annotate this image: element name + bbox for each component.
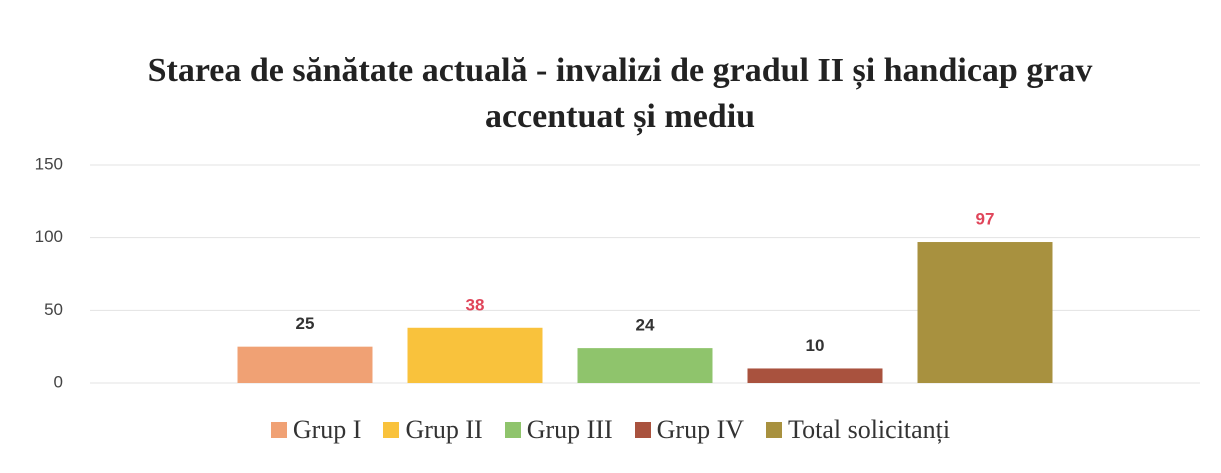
- bar: [917, 242, 1053, 383]
- legend-label: Total solicitanți: [788, 415, 951, 444]
- data-label: 97: [976, 210, 995, 229]
- legend-label: Grup II: [405, 415, 483, 444]
- bar: [747, 368, 883, 383]
- legend-swatch: [383, 422, 400, 438]
- legend-label: Grup I: [292, 415, 362, 444]
- legend-swatch: [766, 422, 783, 438]
- legend-item: Total solicitanți: [766, 415, 950, 445]
- data-label: 25: [296, 314, 315, 333]
- data-label: 24: [636, 316, 655, 335]
- y-tick-label: 100: [35, 227, 63, 246]
- bar: [407, 327, 543, 383]
- y-tick-label: 50: [44, 300, 63, 319]
- data-label: 10: [806, 336, 825, 355]
- y-tick-label: 150: [35, 154, 63, 173]
- legend-item: Grup III: [504, 415, 613, 445]
- bar: [577, 348, 713, 383]
- legend-swatch: [270, 422, 287, 438]
- bar: [237, 346, 373, 383]
- legend-swatch: [634, 422, 651, 438]
- legend-item: Grup II: [383, 415, 483, 445]
- legend-item: Grup IV: [634, 415, 745, 445]
- y-tick-label: 0: [54, 372, 63, 391]
- legend-label: Grup III: [526, 415, 613, 444]
- legend: Grup I Grup II Grup III Grup IV Total solici…: [0, 415, 1221, 445]
- legend-label: Grup IV: [656, 415, 745, 444]
- legend-swatch: [504, 422, 521, 438]
- chart-title: Starea de sănătate actuală - invalizi de…: [147, 52, 1093, 135]
- data-label: 38: [466, 295, 485, 314]
- legend-item: Grup I: [270, 415, 362, 445]
